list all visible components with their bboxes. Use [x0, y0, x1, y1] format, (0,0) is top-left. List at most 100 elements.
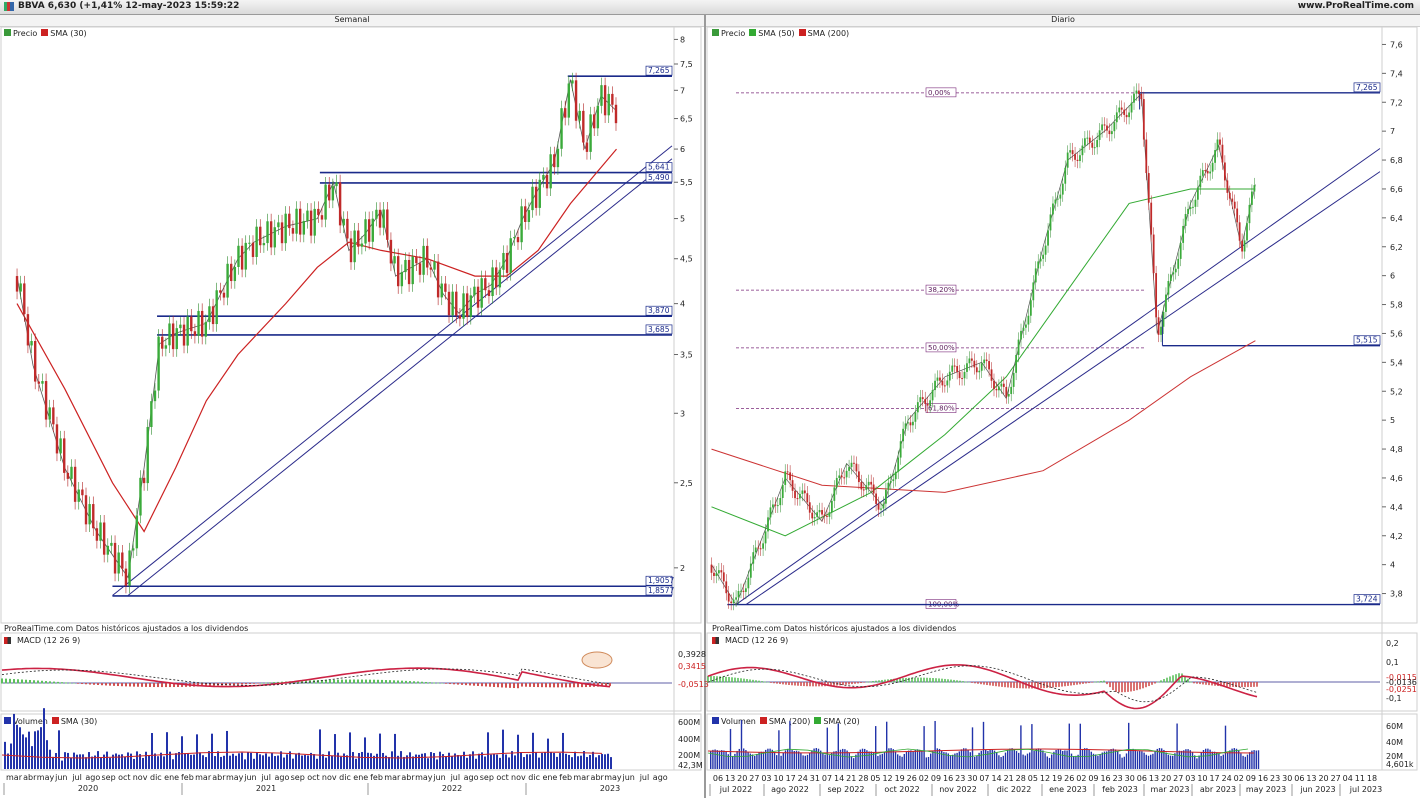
y-tick-label: 6,5 [680, 115, 693, 124]
volume-bar [358, 753, 360, 769]
candle-body [357, 230, 360, 247]
volume-bar [1068, 723, 1070, 769]
candle-body [298, 208, 302, 235]
macd-histogram-bar [105, 683, 107, 686]
volume-bar [367, 752, 369, 769]
candle-body [455, 291, 458, 316]
candle-body [1120, 107, 1123, 110]
volume-bar [163, 756, 165, 769]
y-tick-label: 5,8 [1390, 301, 1403, 310]
macd-histogram-bar [1163, 678, 1165, 683]
panel-divider[interactable] [704, 14, 706, 798]
volume-bar [780, 755, 782, 769]
candle-body [1214, 150, 1216, 163]
volume-sma-line [1, 751, 603, 759]
volume-bar [37, 730, 39, 769]
x-tick-label: may [604, 773, 622, 782]
candle-body [193, 331, 197, 336]
volume-tick-label: 200M [678, 751, 700, 760]
candle-body [759, 548, 762, 550]
left-macd-legend[interactable]: MACD (12 26 9) [4, 635, 80, 646]
volume-bar [773, 752, 776, 769]
macd-histogram-bar [989, 682, 991, 686]
candle-body [713, 572, 715, 576]
macd-histogram-bar [749, 679, 751, 683]
macd-histogram-bar [881, 679, 883, 683]
macd-histogram-bar [992, 682, 994, 686]
volume-bar [307, 755, 309, 769]
volume-bar [1130, 749, 1132, 769]
macd-histogram-bar [986, 682, 988, 686]
x-year-label: 2021 [256, 784, 276, 793]
volume-bar [58, 730, 60, 769]
legend-label: SMA (30) [60, 717, 98, 726]
x-tick-label: 02 [1234, 774, 1244, 783]
x-tick-label: jun [432, 773, 445, 782]
volume-bar [412, 756, 414, 769]
candle-body [1027, 315, 1030, 325]
candle-body [1165, 294, 1167, 312]
volume-bar [723, 750, 725, 769]
volume-bar [1147, 755, 1150, 769]
volume-bar [1244, 756, 1246, 769]
macd-histogram-bar [137, 683, 139, 687]
candle-body [26, 314, 30, 346]
volume-bar [1117, 751, 1119, 769]
candle-body [549, 154, 552, 189]
candle-body [1020, 330, 1022, 340]
left-price-legend[interactable]: Precio SMA (30) [4, 28, 87, 39]
candle-body [593, 114, 596, 129]
candle-body [498, 269, 502, 288]
candle-body [200, 310, 204, 337]
macd-histogram-bar [373, 679, 375, 684]
volume-bar [1011, 748, 1013, 769]
candle-body [946, 380, 949, 386]
candle-body [1083, 138, 1086, 146]
candle-body [776, 505, 779, 507]
volume-bar [1229, 750, 1231, 769]
volume-bar [769, 748, 771, 769]
candle-body [371, 218, 374, 242]
candle-body [961, 378, 963, 380]
candle-body [215, 290, 218, 325]
macd-histogram-bar [409, 681, 411, 684]
candle-body [791, 480, 794, 491]
candle-body [1074, 154, 1076, 160]
volume-bar [424, 753, 426, 769]
left-volume-legend[interactable]: Volumen SMA (30) [4, 716, 97, 727]
candle-body [1049, 214, 1052, 231]
candle-body [963, 371, 966, 379]
candle-body [870, 481, 873, 485]
volume-bar [934, 720, 936, 769]
candle-body [175, 328, 178, 350]
candle-body [226, 263, 229, 298]
candle-body [487, 290, 491, 297]
volume-bar [568, 754, 570, 769]
macd-histogram-bar [573, 683, 575, 688]
volume-bar [256, 752, 258, 769]
right-macd-legend[interactable]: MACD (12 26 9) [712, 635, 788, 646]
candle-body [1000, 383, 1003, 387]
right-price-legend[interactable]: Precio SMA (50) SMA (200) [712, 28, 849, 39]
site-link[interactable]: www.ProRealTime.com [1297, 1, 1414, 11]
candle-body [843, 477, 846, 479]
level-label: 5,490 [648, 173, 670, 182]
candle-body [818, 510, 821, 513]
macd-histogram-bar [1073, 682, 1075, 686]
volume-bar [1040, 748, 1042, 769]
macd-histogram-bar [1160, 680, 1162, 683]
y-tick-label: 4,6 [1390, 474, 1403, 483]
candle-body [545, 174, 549, 189]
volume-bar [1092, 753, 1095, 769]
legend-label: Volumen [721, 717, 756, 726]
macd-histogram-bar [950, 679, 952, 683]
macd-histogram-bar [249, 683, 251, 685]
volume-bar [789, 721, 791, 769]
volume-bar [743, 748, 745, 769]
macd-histogram-bar [1139, 682, 1141, 690]
fibonacci-tag [925, 342, 957, 353]
x-tick-label: jun [54, 773, 67, 782]
volume-bar [508, 757, 510, 769]
macd-histogram-bar [493, 683, 495, 687]
